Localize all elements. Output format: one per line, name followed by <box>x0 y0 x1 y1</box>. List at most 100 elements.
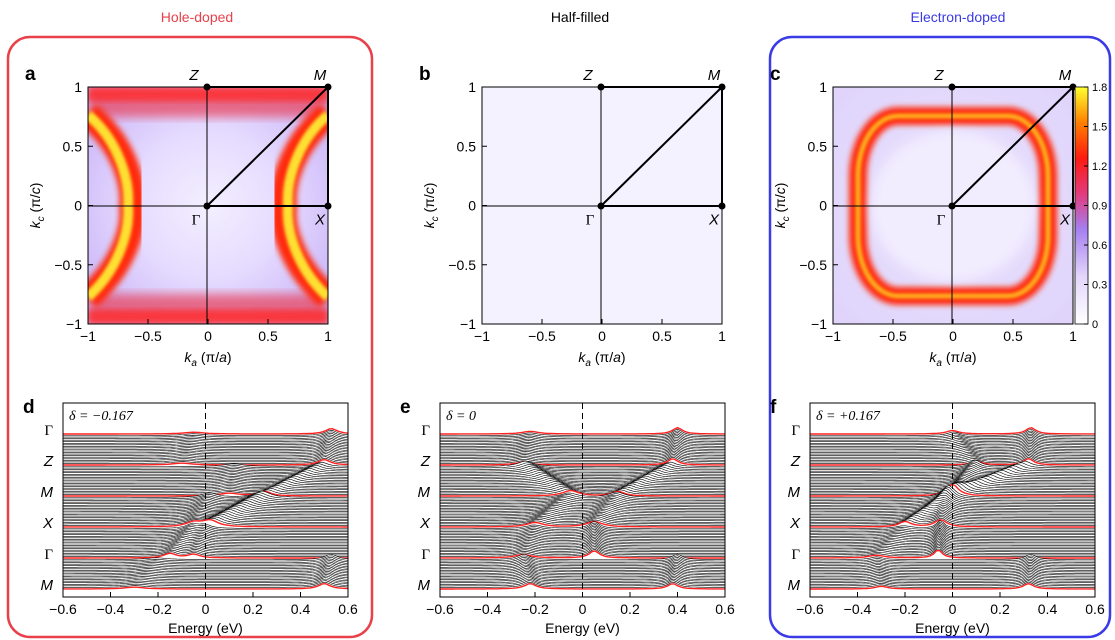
x-axis-label: Energy (eV) <box>545 620 620 636</box>
spectrum-curve <box>810 542 1095 551</box>
spectrum-curve <box>440 514 725 522</box>
ytick-label: 1 <box>468 79 476 95</box>
spectrum-curve <box>440 445 725 453</box>
spectrum-curve <box>440 442 725 450</box>
ytick-label: 0.5 <box>457 138 477 154</box>
spectrum-curve <box>810 504 1095 514</box>
path-label: M <box>788 577 801 594</box>
y-axis-label: kc (π/c) <box>27 183 47 229</box>
ytick-label: −0.5 <box>54 257 82 273</box>
spectrum-curve <box>63 577 348 584</box>
xtick-label: −0.2 <box>144 601 172 617</box>
electron-frame <box>768 35 1112 639</box>
spectrum-curve <box>440 487 725 494</box>
y-axis-label: kc (π/c) <box>772 183 792 229</box>
spectrum-curve <box>63 537 348 543</box>
xtick-label: 1 <box>718 328 726 344</box>
spectrum-curve <box>440 516 725 523</box>
panel-letter-d: d <box>23 397 35 418</box>
path-label: Γ <box>421 547 430 563</box>
xtick-label: −1 <box>80 328 96 344</box>
spectrum-curve <box>440 466 725 473</box>
delta-annotation: δ = −0.167 <box>69 409 134 424</box>
path-label: Z <box>43 453 54 470</box>
spectrum-curve <box>440 488 725 495</box>
spectrum-curve <box>810 453 1095 461</box>
spectrum-curve <box>63 456 348 463</box>
spectrum-curve <box>440 566 725 573</box>
spectrum-curve <box>440 496 725 503</box>
column-title-half: Half-filled <box>551 9 609 25</box>
spectrum-curve <box>810 486 1095 500</box>
colorbar-tick-label: 0.6 <box>1092 240 1107 252</box>
spectrum-curve <box>810 475 1095 483</box>
spectrum-curve <box>63 466 348 472</box>
xtick-label: 0 <box>598 328 606 344</box>
xtick-label: 0.5 <box>652 328 672 344</box>
path-label: M <box>41 484 54 501</box>
xtick-label: 0.4 <box>668 601 688 617</box>
spectrum-curve <box>63 509 348 517</box>
xtick-label: 0.4 <box>291 601 311 617</box>
xtick-label: −0.2 <box>891 601 919 617</box>
spectrum-curve <box>810 455 1095 463</box>
xtick-label: 0.2 <box>243 601 263 617</box>
spectrum-curve <box>63 564 348 571</box>
ytick-label: −1 <box>811 316 827 332</box>
spectrum-curve <box>440 545 725 554</box>
spectrum-curve <box>63 434 348 441</box>
hole-frame <box>6 35 374 639</box>
delta-annotation: δ = +0.167 <box>816 409 881 424</box>
panel-letter-a: a <box>25 64 36 85</box>
xtick-label: 1 <box>1069 328 1077 344</box>
spectrum-curve <box>63 566 348 573</box>
spectrum-curve <box>810 516 1095 525</box>
spectrum-curve <box>810 564 1095 571</box>
colorbar: 1.8 1.5 1.2 0.9 0.6 0.3 0 <box>1074 82 1107 331</box>
spectrum-curve <box>63 527 348 534</box>
xtick-label: 0 <box>949 328 957 344</box>
colorbar-tick-label: 1.2 <box>1092 161 1107 173</box>
path-label: Z <box>420 453 431 470</box>
spectrum-curve <box>810 553 1095 560</box>
spectrum-curve <box>810 577 1095 584</box>
spectrum-curve <box>63 500 348 508</box>
spectrum-curve <box>810 497 1095 508</box>
spectrum-curve <box>63 538 348 545</box>
spectrum-curve <box>440 575 725 582</box>
spectrum-curve <box>440 464 725 470</box>
xtick-label: −0.5 <box>134 328 162 344</box>
xtick-label: 1 <box>324 328 332 344</box>
label-X: X <box>1059 212 1071 229</box>
colorbar-tick-label: 1.5 <box>1092 122 1107 134</box>
delta-annotation: δ = 0 <box>446 409 476 424</box>
spectrum-curve <box>810 575 1095 582</box>
spectrum-curve <box>810 524 1095 534</box>
spectrum-curve <box>810 514 1095 523</box>
path-label: X <box>42 515 54 532</box>
ytick-label: −1 <box>66 316 82 332</box>
spectrum-curve <box>440 485 725 492</box>
spectrum-curve <box>440 507 725 514</box>
spectrum-curve <box>810 466 1095 473</box>
spectrum-curve <box>63 464 348 470</box>
spectrum-curve <box>810 566 1095 573</box>
spectrum-curve <box>810 477 1095 486</box>
spectrum-curve <box>810 444 1095 452</box>
xtick-label: −0.5 <box>879 328 907 344</box>
spectrum-curve <box>63 529 348 535</box>
spectrum-curve <box>63 447 348 453</box>
label-Z: Z <box>582 67 593 84</box>
spectra-panel-e: e δ = 0 −0.6 −0.4 −0.2 0 0.2 0.4 0.6 Energy (eV) Γ… <box>400 397 735 636</box>
path-label: Γ <box>791 423 800 439</box>
spectrum-curve <box>63 575 348 582</box>
spectrum-curve <box>440 555 725 562</box>
path-label: Z <box>790 453 801 470</box>
xtick-label: 0.5 <box>258 328 278 344</box>
spectrum-curve <box>440 553 725 560</box>
spectrum-curve <box>440 497 725 504</box>
xtick-label: −0.6 <box>426 601 454 617</box>
colorbar-tick-label: 1.8 <box>1092 82 1107 94</box>
label-Z: Z <box>188 67 199 84</box>
spectrum-curve <box>63 557 348 563</box>
